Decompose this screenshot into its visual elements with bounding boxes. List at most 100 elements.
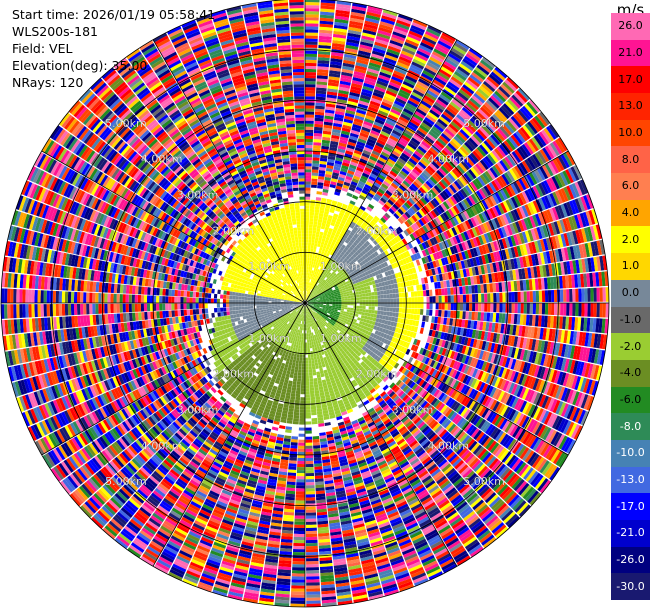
velocity-gate	[313, 287, 316, 291]
velocity-gate	[387, 137, 398, 145]
velocity-gate	[345, 147, 355, 153]
velocity-gate	[331, 259, 336, 264]
velocity-gate	[399, 170, 408, 178]
velocity-gate	[412, 19, 428, 28]
velocity-gate	[341, 71, 353, 77]
velocity-gate	[544, 290, 549, 302]
velocity-gate	[407, 356, 414, 364]
velocity-gate	[425, 64, 438, 74]
velocity-gate	[381, 101, 392, 109]
velocity-gate	[310, 263, 314, 268]
velocity-gate	[419, 102, 431, 112]
velocity-gate	[332, 169, 340, 174]
velocity-gate	[326, 271, 330, 275]
velocity-gate	[383, 57, 397, 65]
velocity-gate	[366, 112, 377, 119]
velocity-gate	[429, 109, 441, 118]
velocity-gate	[305, 263, 307, 267]
velocity-gate	[327, 260, 332, 265]
velocity-gate	[348, 203, 355, 208]
velocity-gate	[425, 289, 430, 297]
velocity-gate	[352, 2, 367, 9]
velocity-gate	[316, 224, 322, 229]
velocity-gate	[417, 161, 427, 170]
velocity-gate	[413, 291, 418, 297]
velocity-gate	[306, 278, 308, 282]
velocity-gate	[423, 33, 438, 43]
velocity-gate	[351, 79, 364, 86]
velocity-gate	[305, 178, 311, 182]
ppi-velocity-plot: 1.00km1.00km1.00km1.00km2.00km2.00km2.00…	[0, 0, 610, 608]
velocity-gate	[425, 309, 430, 316]
velocity-gate	[426, 89, 439, 99]
velocity-gate	[450, 47, 465, 58]
velocity-gate	[305, 233, 309, 237]
velocity-gate	[330, 61, 343, 66]
velocity-gate	[359, 303, 363, 306]
velocity-gate	[305, 17, 319, 21]
velocity-gate	[320, 281, 324, 285]
velocity-gate	[416, 308, 421, 315]
velocity-gate	[386, 307, 390, 312]
velocity-gate	[305, 260, 308, 264]
velocity-gate	[426, 133, 437, 142]
velocity-gate	[405, 297, 409, 303]
velocity-gate	[349, 312, 353, 316]
velocity-gate	[422, 97, 434, 107]
velocity-gate	[446, 125, 457, 136]
velocity-gate	[341, 68, 354, 74]
velocity-gate	[334, 254, 339, 259]
velocity-gate	[339, 80, 351, 86]
velocity-gate	[376, 159, 385, 166]
velocity-gate	[414, 110, 426, 119]
velocity-gate	[321, 222, 326, 227]
velocity-gate	[397, 172, 406, 180]
velocity-gate	[314, 271, 317, 275]
velocity-gate	[354, 288, 359, 293]
velocity-gate	[459, 303, 464, 311]
velocity-gate	[347, 97, 359, 104]
velocity-gate	[338, 301, 342, 303]
velocity-gate	[468, 303, 473, 312]
velocity-gate	[337, 260, 342, 265]
velocity-gate	[371, 217, 378, 224]
velocity-gate	[520, 291, 524, 303]
velocity-gate	[305, 135, 314, 140]
velocity-gate	[305, 62, 317, 67]
velocity-gate	[415, 53, 429, 62]
velocity-gate	[347, 241, 353, 247]
velocity-gate	[351, 5, 367, 12]
velocity-gate	[438, 68, 452, 79]
velocity-gate	[371, 150, 381, 157]
velocity-gate	[331, 175, 339, 180]
velocity-gate	[380, 18, 395, 26]
velocity-gate	[309, 208, 315, 213]
velocity-gate	[323, 251, 328, 256]
velocity-gate	[346, 106, 357, 112]
velocity-gate	[395, 288, 399, 294]
velocity-gate	[381, 128, 392, 135]
velocity-gate	[345, 251, 350, 256]
velocity-gate	[311, 276, 314, 280]
velocity-gate	[311, 260, 314, 265]
velocity-gate	[324, 249, 329, 253]
velocity-gate	[331, 219, 337, 224]
velocity-gate	[396, 19, 411, 28]
velocity-gate	[332, 304, 336, 307]
velocity-gate	[372, 91, 384, 99]
velocity-gate	[402, 80, 415, 89]
velocity-gate	[364, 183, 372, 190]
velocity-gate	[376, 314, 381, 319]
velocity-gate	[462, 311, 466, 320]
velocity-gate	[316, 75, 328, 80]
velocity-gate	[377, 136, 388, 143]
velocity-gate	[310, 202, 316, 207]
velocity-gate	[325, 236, 330, 241]
velocity-gate	[412, 113, 424, 122]
velocity-gate	[318, 237, 323, 242]
velocity-gate	[306, 287, 308, 291]
velocity-gate	[319, 26, 333, 31]
velocity-gate	[339, 139, 348, 145]
velocity-gate	[338, 142, 347, 148]
velocity-gate	[386, 303, 391, 308]
